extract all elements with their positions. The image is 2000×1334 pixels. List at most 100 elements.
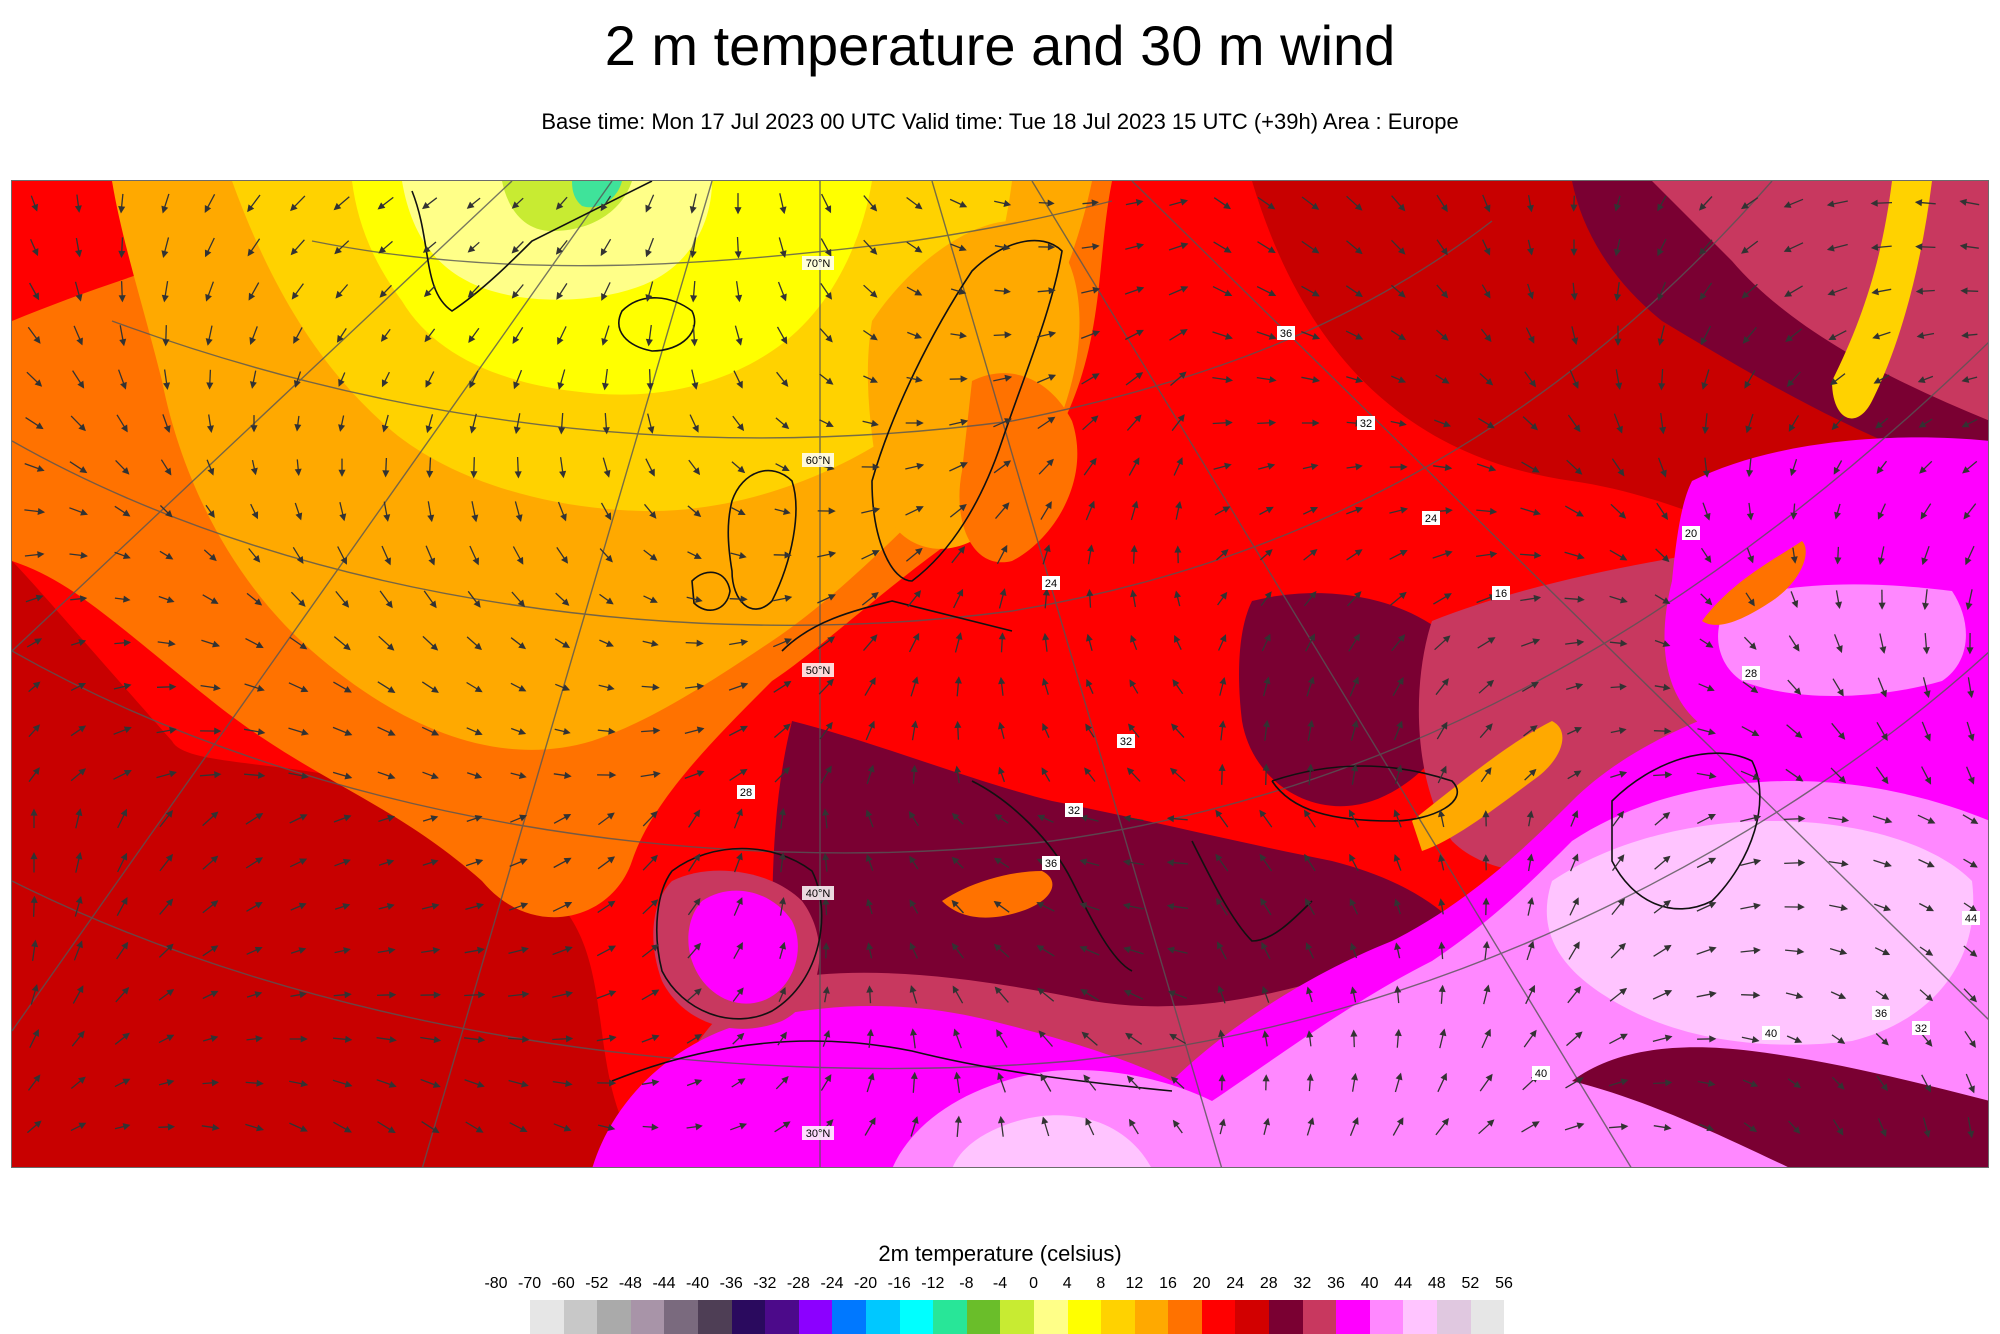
wind-arrow-head	[1923, 690, 1931, 699]
wind-arrow-head	[427, 514, 435, 523]
wind-arrow-head	[1532, 638, 1541, 646]
wind-arrow-head	[739, 1122, 748, 1130]
wind-arrow-head	[1086, 678, 1093, 687]
wind-arrow-head	[1483, 984, 1491, 993]
wind-arrow-head	[389, 991, 397, 999]
wind-arrow-head	[255, 813, 264, 820]
wind-arrow-head	[648, 468, 655, 477]
wind-arrow-head	[210, 597, 219, 604]
wind-arrow-head	[1533, 508, 1541, 516]
wind-arrow-head	[522, 1035, 530, 1043]
wind-arrow-head	[1753, 902, 1762, 910]
wind-arrow-head	[378, 246, 387, 254]
wind-arrow-head	[1576, 552, 1585, 560]
wind-arrow-head	[999, 588, 1007, 597]
wind-arrow-head	[1348, 809, 1356, 818]
wind-arrow-head	[1123, 946, 1131, 954]
wind-arrow-head	[1136, 242, 1145, 250]
wind-arrow-head	[696, 683, 705, 691]
wind-arrow-head	[76, 940, 83, 949]
wind-arrow-head	[914, 288, 923, 296]
wind-arrow-head	[1620, 639, 1628, 647]
wind-arrow-head	[1706, 1124, 1715, 1132]
wind-arrow-head	[1920, 511, 1928, 520]
wind-arrow-head	[608, 727, 616, 735]
wind-arrow-head	[1526, 247, 1534, 256]
wind-arrow-head	[1263, 676, 1271, 685]
parallel-line	[12, 181, 1773, 626]
svg-text:40: 40	[1535, 1068, 1547, 1080]
wind-arrow-head	[1042, 722, 1049, 731]
wind-arrow-head	[1174, 590, 1182, 599]
wind-arrow-head	[1400, 463, 1408, 471]
wind-arrow-head	[651, 1079, 660, 1087]
wind-arrow-head	[386, 903, 395, 910]
wind-arrow-head	[824, 248, 832, 257]
wind-arrow-head	[1707, 1079, 1716, 1087]
color-scale-swatch	[731, 1300, 766, 1334]
wind-arrow-head	[736, 987, 744, 996]
wind-arrow-head	[80, 551, 88, 559]
wind-arrow-head	[478, 991, 486, 999]
wind-arrow-head	[1788, 423, 1796, 432]
wind-arrow-head	[608, 990, 617, 997]
zone-iberia-magenta	[688, 890, 798, 1004]
wind-arrow-head	[1440, 1072, 1447, 1081]
wind-arrow-head	[824, 205, 832, 214]
wind-arrow-head	[423, 289, 432, 298]
contour-label: 40	[1762, 1026, 1780, 1040]
wind-arrow-head	[779, 896, 787, 905]
wind-arrow-head	[1750, 1080, 1759, 1088]
wind-arrow-head	[1662, 597, 1671, 604]
wind-arrow-head	[1871, 288, 1879, 296]
wind-arrow-head	[333, 202, 342, 211]
wind-arrow-head	[740, 682, 749, 690]
wind-arrow-head	[1123, 814, 1131, 822]
legend-tick-label: -24	[820, 1275, 844, 1292]
wind-arrow-head	[993, 943, 1002, 952]
contour-label: 28	[737, 785, 755, 799]
wind-arrow-head	[781, 421, 790, 430]
wind-arrow-head	[344, 991, 352, 999]
wind-arrow-head	[78, 725, 87, 733]
wind-arrow-head	[781, 379, 789, 387]
wind-arrow-head	[1267, 246, 1276, 254]
wind-arrow-head	[1045, 501, 1052, 510]
wind-arrow-head	[1615, 382, 1623, 391]
wind-arrow-head	[1793, 1080, 1802, 1089]
legend-tick-label: -20	[854, 1275, 878, 1292]
wind-arrow-head	[739, 768, 748, 776]
wind-arrow-head	[1963, 511, 1971, 520]
wind-arrow-head	[1355, 463, 1363, 471]
wind-arrow-head	[1264, 591, 1272, 600]
contour-label: 24	[1422, 511, 1440, 525]
meridian-line	[12, 181, 513, 652]
wind-arrow-head	[1397, 677, 1404, 685]
wind-arrow-head	[1484, 767, 1492, 776]
wind-arrow-head	[1439, 1028, 1447, 1037]
wind-arrow-head	[1394, 942, 1402, 951]
wind-arrow-head	[563, 857, 572, 865]
zone-central-asia-pink	[1718, 584, 1966, 696]
wind-arrow-head	[75, 808, 83, 817]
wind-arrow-head	[476, 902, 484, 910]
wind-arrow-head	[1922, 602, 1930, 611]
wind-arrow-head	[1925, 1039, 1933, 1047]
meridian-line	[12, 181, 613, 1032]
wind-arrow-head	[299, 858, 308, 865]
latitude-labels: 70°N 60°N 50°N 40°N 30°N	[802, 256, 834, 1140]
wind-arrow-head	[602, 427, 610, 435]
wind-arrow-head	[1753, 858, 1762, 866]
wind-arrow-head	[431, 685, 439, 693]
wind-arrow-head	[161, 205, 169, 214]
wind-arrow-head	[1136, 329, 1144, 337]
wind-arrow-head	[1003, 200, 1012, 207]
wind-arrow-head	[822, 986, 830, 994]
wind-arrow-head	[1355, 506, 1364, 514]
wind-arrow-head	[1576, 510, 1584, 517]
wind-arrow-head	[1215, 897, 1223, 906]
wind-arrow-head	[335, 290, 343, 299]
wind-arrow-head	[254, 598, 263, 606]
wind-arrow-head	[1828, 333, 1837, 340]
wind-arrow-head	[78, 423, 86, 432]
